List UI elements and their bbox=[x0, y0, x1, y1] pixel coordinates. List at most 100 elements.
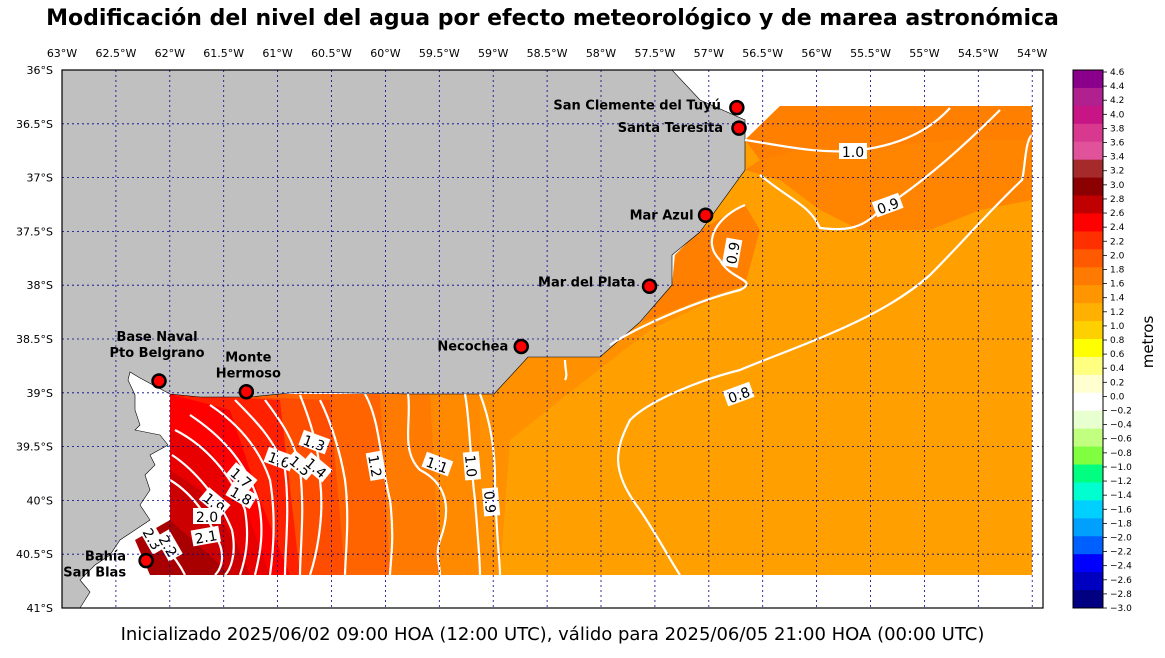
colorbar-segment bbox=[1073, 249, 1103, 268]
contour-label-bg bbox=[263, 446, 296, 472]
lon-tick-label: 62°W bbox=[155, 47, 185, 60]
colorbar-tick-label: 4.4 bbox=[1110, 82, 1125, 92]
colorbar-segment bbox=[1073, 446, 1103, 466]
city-dot bbox=[138, 552, 154, 569]
colorbar-tick-label: −0.8 bbox=[1110, 449, 1132, 459]
colorbar-segment bbox=[1073, 231, 1103, 250]
lat-tick-label: 40.5°S bbox=[16, 548, 53, 561]
colorbar-tick-label: 3.0 bbox=[1110, 181, 1125, 191]
colorbar-ticks: 4.6 4.4 4.2 4.0 3.8 3.6 3.4 3.2 3.0 2.8 2.6 2.4 2.2 2… bbox=[1103, 68, 1132, 614]
colorbar-tick-label: −0.6 bbox=[1110, 435, 1132, 445]
contour-label: 1.3 bbox=[298, 429, 331, 456]
lat-tick-label: 38°S bbox=[27, 279, 53, 292]
contour-label-bg bbox=[871, 192, 904, 218]
colorbar-segment bbox=[1073, 195, 1103, 214]
lat-tick-label: 39°S bbox=[27, 387, 53, 400]
colorbar-segment bbox=[1073, 554, 1103, 573]
contour-label-bg bbox=[462, 451, 482, 481]
lon-tick-label: 57.5°W bbox=[634, 47, 675, 60]
colorbar-tick-label: 3.4 bbox=[1110, 153, 1125, 163]
contour-label-bg bbox=[225, 481, 258, 510]
contour-label-bg bbox=[138, 522, 167, 555]
colorbar-segment bbox=[1073, 482, 1103, 501]
city-dot bbox=[731, 120, 747, 136]
city-marker: Mar Azul bbox=[630, 207, 714, 224]
contour-lines bbox=[139, 107, 1033, 576]
lat-tick-label: 36°S bbox=[27, 64, 53, 77]
colorbar-tick-label: −3.0 bbox=[1110, 604, 1132, 614]
lon-tick-label: 56°W bbox=[801, 47, 831, 60]
colorbar-tick-label: −0.2 bbox=[1110, 407, 1132, 417]
contour-label-bg bbox=[298, 429, 331, 455]
colorbar-tick-label: 0.6 bbox=[1110, 350, 1125, 360]
lon-tick-label: 55°W bbox=[909, 47, 939, 60]
lon-tick-label: 62.5°W bbox=[95, 47, 136, 60]
contour-label-text: 2.0 bbox=[196, 510, 218, 526]
contour-label-text: 1.0 bbox=[842, 145, 864, 161]
contour-label-text: 0.9 bbox=[875, 196, 901, 219]
lat-tick-label: 41°S bbox=[27, 602, 53, 615]
colorbar-segment bbox=[1073, 464, 1103, 483]
lon-tick-label: 60.5°W bbox=[311, 47, 352, 60]
city-marker: Necochea bbox=[437, 338, 529, 355]
contour-label: 0.9 bbox=[721, 237, 744, 269]
contour-label-bg bbox=[300, 452, 333, 483]
colorbar-tick-label: 4.0 bbox=[1110, 110, 1125, 120]
colorbar-tick-label: −1.0 bbox=[1110, 463, 1132, 473]
lon-tick-label: 54°W bbox=[1017, 47, 1047, 60]
colorbar-tick-label: 0.0 bbox=[1110, 392, 1125, 402]
city-markers: San Clemente del Tuyú Santa Teresita Mar A… bbox=[63, 99, 747, 581]
colorbar-segment bbox=[1073, 428, 1103, 448]
colorbar-segment bbox=[1073, 123, 1103, 143]
lon-tick-label: 63°W bbox=[47, 47, 77, 60]
city-label: Necochea bbox=[437, 340, 508, 355]
colorbar-segment bbox=[1073, 500, 1103, 519]
colorbar-segment bbox=[1073, 213, 1103, 232]
graticule bbox=[62, 70, 1043, 608]
colorbar-tick-label: 0.8 bbox=[1110, 336, 1125, 346]
lat-tick-label: 36.5°S bbox=[16, 118, 53, 131]
colorbar-segment bbox=[1073, 410, 1103, 430]
colorbar-segment bbox=[1073, 87, 1103, 107]
colorbar-tick-label: −1.8 bbox=[1110, 519, 1132, 529]
colorbar-tick-label: −2.0 bbox=[1110, 533, 1132, 543]
colorbar-segment bbox=[1073, 70, 1103, 89]
colorbar-tick-label: 1.6 bbox=[1110, 280, 1125, 290]
colorbar-tick-label: 1.8 bbox=[1110, 265, 1125, 275]
city-marker: Monte Hermoso bbox=[216, 351, 281, 400]
contour-label: 0.8 bbox=[722, 381, 755, 408]
city-marker: San Clemente del Tuyú bbox=[553, 99, 745, 116]
contour-label-bg bbox=[365, 450, 387, 482]
lat-tick-label: 37°S bbox=[27, 172, 53, 185]
contour-label-text: 1.6 bbox=[265, 450, 291, 473]
contour-label-text: 1.2 bbox=[364, 454, 384, 479]
contour-label-bg bbox=[198, 487, 231, 518]
lat-tick-label: 40°S bbox=[27, 494, 53, 507]
lon-tick-label: 58°W bbox=[586, 47, 616, 60]
colorbar-segment bbox=[1073, 392, 1103, 412]
contour-label-text: 1.3 bbox=[300, 433, 326, 456]
colorbar-tick-label: 3.2 bbox=[1110, 167, 1124, 177]
city-label: Mar del Plata bbox=[538, 275, 636, 290]
contour-label: 1.0 bbox=[461, 451, 482, 481]
colorbar-tick-label: 2.4 bbox=[1110, 223, 1125, 233]
colorbar-segment bbox=[1073, 267, 1103, 286]
colorbar-segment bbox=[1073, 518, 1103, 537]
lon-tick-label: 58.5°W bbox=[527, 47, 568, 60]
contour-label-text: 2.1 bbox=[194, 528, 219, 548]
city-dot bbox=[697, 207, 714, 224]
contour-label: 1.6 bbox=[263, 446, 296, 473]
colorbar-segment bbox=[1073, 356, 1103, 376]
contour-label-bg bbox=[839, 143, 867, 159]
contour-label-text: 0.8 bbox=[726, 385, 752, 408]
colorbar-segment bbox=[1073, 590, 1103, 609]
contour-label-bg bbox=[722, 381, 755, 407]
footer-caption: Inicializado 2025/06/02 09:00 HOA (12:00… bbox=[120, 624, 985, 645]
colorbar-blocks bbox=[1073, 70, 1103, 609]
city-dot bbox=[151, 373, 167, 389]
colorbar-tick-label: −1.2 bbox=[1110, 477, 1132, 487]
colorbar-tick-label: 1.2 bbox=[1110, 308, 1124, 318]
colorbar-segment bbox=[1073, 177, 1103, 197]
contour-label-text: 0.9 bbox=[724, 241, 744, 266]
